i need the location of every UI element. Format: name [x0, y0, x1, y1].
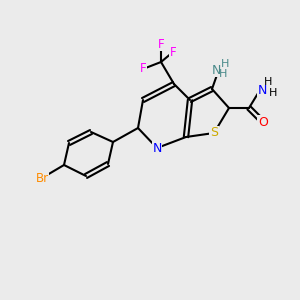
Text: Br: Br — [35, 172, 49, 184]
Text: H: H — [264, 77, 272, 87]
Text: H: H — [219, 69, 227, 79]
Text: H: H — [221, 59, 229, 69]
Text: N: N — [257, 83, 267, 97]
Text: N: N — [211, 64, 221, 76]
Text: F: F — [170, 46, 176, 59]
Text: N: N — [152, 142, 162, 154]
Text: H: H — [269, 88, 277, 98]
Text: O: O — [258, 116, 268, 128]
Text: F: F — [140, 62, 146, 76]
Text: S: S — [210, 127, 218, 140]
Text: F: F — [158, 38, 164, 50]
